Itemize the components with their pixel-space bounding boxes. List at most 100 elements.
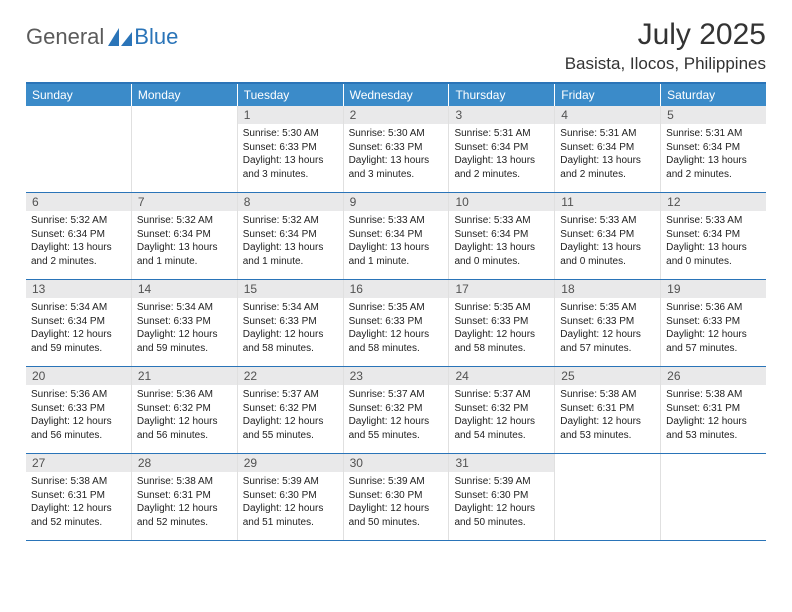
day-cell: 20Sunrise: 5:36 AMSunset: 6:33 PMDayligh… [26, 367, 132, 453]
day-body: Sunrise: 5:37 AMSunset: 6:32 PMDaylight:… [449, 385, 554, 445]
day-body: Sunrise: 5:34 AMSunset: 6:34 PMDaylight:… [26, 298, 131, 358]
day-body: Sunrise: 5:35 AMSunset: 6:33 PMDaylight:… [449, 298, 554, 358]
day-cell [132, 106, 238, 192]
day-body: Sunrise: 5:36 AMSunset: 6:33 PMDaylight:… [661, 298, 766, 358]
weeks-container: 1Sunrise: 5:30 AMSunset: 6:33 PMDaylight… [26, 106, 766, 541]
calendar: SundayMondayTuesdayWednesdayThursdayFrid… [26, 82, 766, 541]
title-block: July 2025 Basista, Ilocos, Philippines [565, 18, 766, 74]
day-number: 28 [132, 454, 237, 472]
day-cell [555, 454, 661, 540]
weekday-header: Sunday [26, 84, 132, 106]
day-number: 20 [26, 367, 131, 385]
day-body: Sunrise: 5:39 AMSunset: 6:30 PMDaylight:… [449, 472, 554, 532]
day-cell: 17Sunrise: 5:35 AMSunset: 6:33 PMDayligh… [449, 280, 555, 366]
day-number: 24 [449, 367, 554, 385]
day-number: 26 [661, 367, 766, 385]
weekday-header: Monday [132, 84, 238, 106]
day-number: 21 [132, 367, 237, 385]
day-number: 9 [344, 193, 449, 211]
day-body: Sunrise: 5:38 AMSunset: 6:31 PMDaylight:… [132, 472, 237, 532]
day-body: Sunrise: 5:30 AMSunset: 6:33 PMDaylight:… [344, 124, 449, 184]
month-title: July 2025 [565, 18, 766, 52]
location: Basista, Ilocos, Philippines [565, 54, 766, 74]
day-cell: 1Sunrise: 5:30 AMSunset: 6:33 PMDaylight… [238, 106, 344, 192]
day-cell: 2Sunrise: 5:30 AMSunset: 6:33 PMDaylight… [344, 106, 450, 192]
day-cell: 6Sunrise: 5:32 AMSunset: 6:34 PMDaylight… [26, 193, 132, 279]
day-number: 23 [344, 367, 449, 385]
day-number: 31 [449, 454, 554, 472]
header: General Blue July 2025 Basista, Ilocos, … [26, 18, 766, 74]
day-number: 25 [555, 367, 660, 385]
day-cell [661, 454, 766, 540]
weekday-header: Wednesday [344, 84, 450, 106]
day-number: 10 [449, 193, 554, 211]
day-cell: 28Sunrise: 5:38 AMSunset: 6:31 PMDayligh… [132, 454, 238, 540]
day-body: Sunrise: 5:36 AMSunset: 6:33 PMDaylight:… [26, 385, 131, 445]
day-cell: 25Sunrise: 5:38 AMSunset: 6:31 PMDayligh… [555, 367, 661, 453]
day-number: 29 [238, 454, 343, 472]
day-cell: 9Sunrise: 5:33 AMSunset: 6:34 PMDaylight… [344, 193, 450, 279]
day-body: Sunrise: 5:30 AMSunset: 6:33 PMDaylight:… [238, 124, 343, 184]
day-number: 16 [344, 280, 449, 298]
day-body: Sunrise: 5:39 AMSunset: 6:30 PMDaylight:… [344, 472, 449, 532]
weekday-header: Thursday [449, 84, 555, 106]
day-body: Sunrise: 5:34 AMSunset: 6:33 PMDaylight:… [238, 298, 343, 358]
day-number: 5 [661, 106, 766, 124]
day-body: Sunrise: 5:38 AMSunset: 6:31 PMDaylight:… [26, 472, 131, 532]
day-body: Sunrise: 5:34 AMSunset: 6:33 PMDaylight:… [132, 298, 237, 358]
day-cell: 26Sunrise: 5:38 AMSunset: 6:31 PMDayligh… [661, 367, 766, 453]
day-body: Sunrise: 5:33 AMSunset: 6:34 PMDaylight:… [344, 211, 449, 271]
day-number: 7 [132, 193, 237, 211]
day-body: Sunrise: 5:32 AMSunset: 6:34 PMDaylight:… [132, 211, 237, 271]
day-cell: 29Sunrise: 5:39 AMSunset: 6:30 PMDayligh… [238, 454, 344, 540]
day-body: Sunrise: 5:33 AMSunset: 6:34 PMDaylight:… [449, 211, 554, 271]
weekday-header-row: SundayMondayTuesdayWednesdayThursdayFrid… [26, 84, 766, 106]
day-body: Sunrise: 5:35 AMSunset: 6:33 PMDaylight:… [555, 298, 660, 358]
day-number: 8 [238, 193, 343, 211]
day-cell: 12Sunrise: 5:33 AMSunset: 6:34 PMDayligh… [661, 193, 766, 279]
day-body: Sunrise: 5:32 AMSunset: 6:34 PMDaylight:… [26, 211, 131, 271]
weekday-header: Tuesday [238, 84, 344, 106]
day-cell: 3Sunrise: 5:31 AMSunset: 6:34 PMDaylight… [449, 106, 555, 192]
day-number: 13 [26, 280, 131, 298]
day-body: Sunrise: 5:38 AMSunset: 6:31 PMDaylight:… [661, 385, 766, 445]
day-number: 30 [344, 454, 449, 472]
day-cell: 23Sunrise: 5:37 AMSunset: 6:32 PMDayligh… [344, 367, 450, 453]
day-cell: 30Sunrise: 5:39 AMSunset: 6:30 PMDayligh… [344, 454, 450, 540]
week-row: 13Sunrise: 5:34 AMSunset: 6:34 PMDayligh… [26, 280, 766, 367]
day-body: Sunrise: 5:39 AMSunset: 6:30 PMDaylight:… [238, 472, 343, 532]
day-cell: 22Sunrise: 5:37 AMSunset: 6:32 PMDayligh… [238, 367, 344, 453]
day-number: 15 [238, 280, 343, 298]
day-cell: 27Sunrise: 5:38 AMSunset: 6:31 PMDayligh… [26, 454, 132, 540]
day-cell: 21Sunrise: 5:36 AMSunset: 6:32 PMDayligh… [132, 367, 238, 453]
week-row: 27Sunrise: 5:38 AMSunset: 6:31 PMDayligh… [26, 454, 766, 541]
day-cell: 18Sunrise: 5:35 AMSunset: 6:33 PMDayligh… [555, 280, 661, 366]
day-cell: 14Sunrise: 5:34 AMSunset: 6:33 PMDayligh… [132, 280, 238, 366]
day-cell: 7Sunrise: 5:32 AMSunset: 6:34 PMDaylight… [132, 193, 238, 279]
day-cell: 19Sunrise: 5:36 AMSunset: 6:33 PMDayligh… [661, 280, 766, 366]
day-body: Sunrise: 5:32 AMSunset: 6:34 PMDaylight:… [238, 211, 343, 271]
day-cell: 4Sunrise: 5:31 AMSunset: 6:34 PMDaylight… [555, 106, 661, 192]
day-cell: 15Sunrise: 5:34 AMSunset: 6:33 PMDayligh… [238, 280, 344, 366]
day-number: 19 [661, 280, 766, 298]
day-body: Sunrise: 5:31 AMSunset: 6:34 PMDaylight:… [449, 124, 554, 184]
day-cell: 8Sunrise: 5:32 AMSunset: 6:34 PMDaylight… [238, 193, 344, 279]
day-number: 17 [449, 280, 554, 298]
day-body: Sunrise: 5:36 AMSunset: 6:32 PMDaylight:… [132, 385, 237, 445]
day-number: 6 [26, 193, 131, 211]
weekday-header: Friday [555, 84, 661, 106]
day-cell: 13Sunrise: 5:34 AMSunset: 6:34 PMDayligh… [26, 280, 132, 366]
logo-text-blue: Blue [134, 24, 178, 50]
day-number: 2 [344, 106, 449, 124]
weekday-header: Saturday [661, 84, 766, 106]
day-body: Sunrise: 5:33 AMSunset: 6:34 PMDaylight:… [661, 211, 766, 271]
day-cell: 16Sunrise: 5:35 AMSunset: 6:33 PMDayligh… [344, 280, 450, 366]
day-number: 4 [555, 106, 660, 124]
logo-sail-icon [108, 28, 132, 46]
day-body: Sunrise: 5:31 AMSunset: 6:34 PMDaylight:… [661, 124, 766, 184]
day-number: 27 [26, 454, 131, 472]
day-number: 18 [555, 280, 660, 298]
week-row: 6Sunrise: 5:32 AMSunset: 6:34 PMDaylight… [26, 193, 766, 280]
logo: General Blue [26, 18, 178, 50]
day-cell [26, 106, 132, 192]
